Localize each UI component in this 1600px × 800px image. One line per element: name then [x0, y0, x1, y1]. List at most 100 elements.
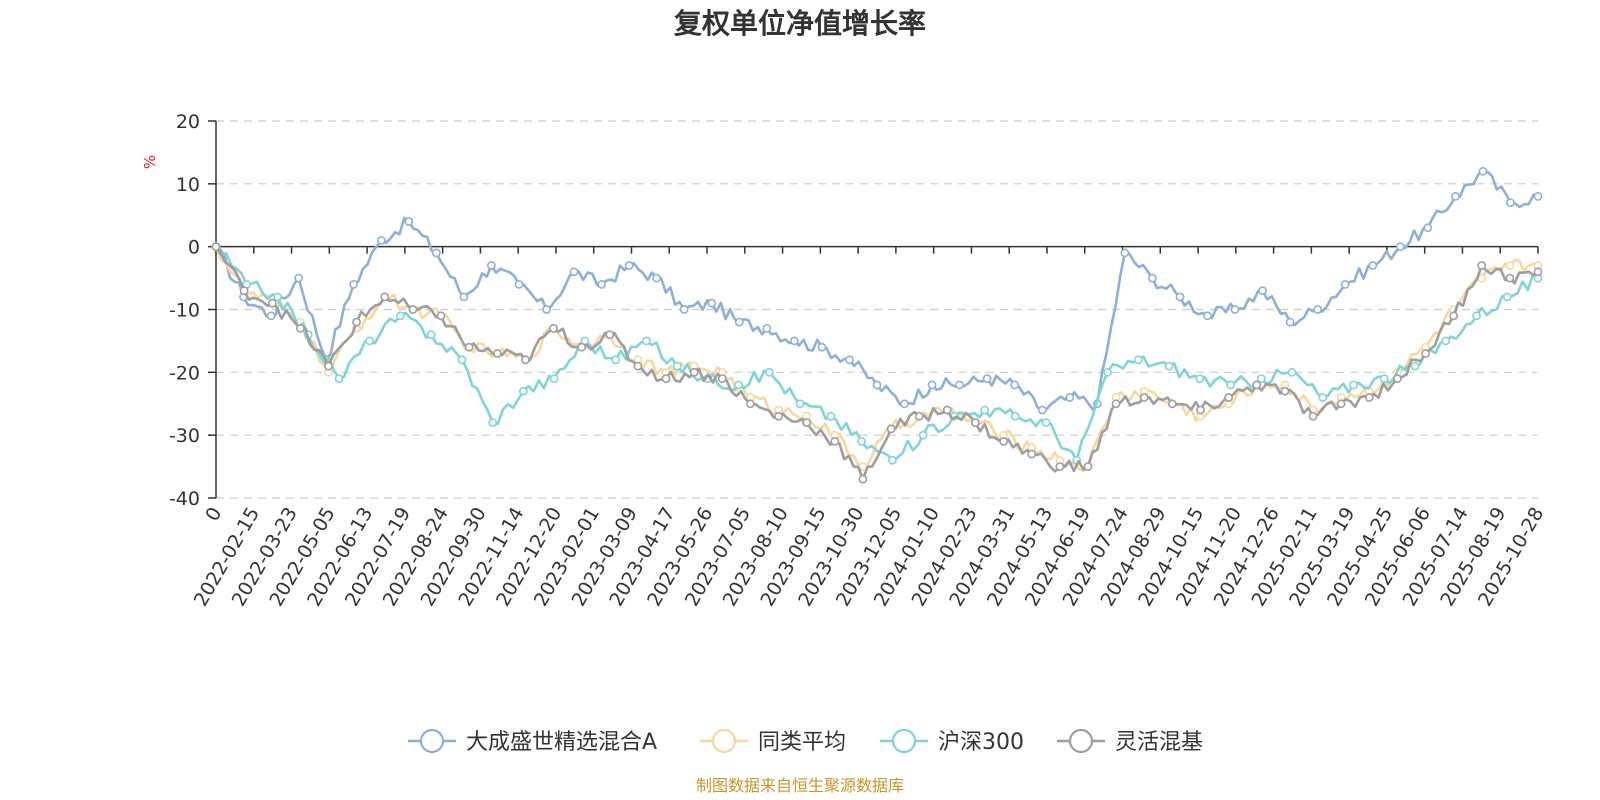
series-point[interactable] [1477, 261, 1487, 270]
series-point[interactable] [1065, 393, 1075, 402]
series-point[interactable] [746, 399, 755, 409]
series-point[interactable] [1164, 361, 1174, 371]
series-point[interactable] [830, 436, 840, 446]
series-point[interactable] [542, 305, 551, 314]
series-point[interactable] [1472, 311, 1481, 321]
series-point[interactable] [611, 355, 621, 365]
series-point[interactable] [661, 374, 671, 383]
series-point[interactable] [790, 336, 799, 346]
series-point[interactable] [1120, 248, 1130, 258]
series-point[interactable] [1313, 305, 1323, 314]
series-point[interactable] [404, 217, 414, 226]
series-line-0[interactable] [215, 170, 1539, 412]
series-point[interactable] [1441, 336, 1451, 346]
series-point[interactable] [597, 279, 606, 289]
series-point[interactable] [1224, 393, 1233, 402]
series-point[interactable] [1133, 355, 1143, 365]
series-point[interactable] [857, 436, 866, 446]
series-point[interactable] [1083, 462, 1093, 471]
series-point[interactable] [431, 248, 441, 258]
series-point[interactable] [1308, 411, 1318, 421]
series-point[interactable] [408, 305, 418, 314]
series-point[interactable] [1505, 273, 1515, 283]
series-point[interactable] [605, 330, 615, 339]
series-point[interactable] [1195, 374, 1205, 383]
series-point[interactable] [426, 330, 436, 339]
series-point[interactable] [334, 374, 344, 383]
series-point[interactable] [717, 374, 727, 383]
series-point[interactable] [1533, 191, 1543, 201]
series-point[interactable] [762, 323, 772, 333]
series-point[interactable] [1506, 198, 1515, 208]
series-point[interactable] [1111, 399, 1121, 409]
series-point[interactable] [1505, 261, 1515, 270]
series-point[interactable] [734, 380, 744, 390]
series-point[interactable] [521, 355, 530, 365]
series-point[interactable] [376, 235, 386, 245]
series-point[interactable] [927, 380, 937, 390]
series-point[interactable] [266, 311, 276, 321]
series-point[interactable] [1196, 405, 1205, 415]
series-point[interactable] [1449, 311, 1458, 321]
series-point[interactable] [1364, 393, 1374, 402]
series-point[interactable] [1336, 399, 1346, 409]
series-point[interactable] [1287, 367, 1297, 377]
series-point[interactable] [1393, 374, 1402, 383]
series-point[interactable] [1478, 166, 1488, 176]
series-point[interactable] [888, 455, 897, 465]
series-point[interactable] [295, 323, 305, 333]
series-point[interactable] [1340, 279, 1350, 289]
legend-item-0[interactable]: 大成盛世精选混合A [408, 728, 657, 755]
series-point[interactable] [1203, 311, 1212, 321]
series-point[interactable] [980, 405, 989, 415]
series-point[interactable] [514, 279, 524, 289]
series-point[interactable] [1395, 242, 1405, 252]
series-point[interactable] [352, 317, 361, 327]
series-point[interactable] [1368, 261, 1378, 270]
series-point[interactable] [1055, 462, 1065, 471]
series-point[interactable] [211, 242, 221, 252]
series-line-3[interactable] [214, 245, 1539, 481]
series-point[interactable] [1349, 380, 1358, 390]
series-point[interactable] [549, 374, 559, 383]
series-point[interactable] [380, 292, 390, 302]
series-point[interactable] [1280, 386, 1290, 396]
series-point[interactable] [633, 361, 643, 371]
series-point[interactable] [918, 430, 928, 440]
legend-item-3[interactable]: 灵活混基 [1057, 728, 1203, 755]
series-point[interactable] [672, 361, 682, 371]
series-line-2[interactable] [214, 246, 1539, 462]
series-point[interactable] [1451, 191, 1460, 201]
series-point[interactable] [1037, 405, 1047, 415]
series-point[interactable] [774, 411, 783, 421]
series-point[interactable] [642, 336, 651, 346]
series-point[interactable] [872, 380, 882, 390]
series-point[interactable] [294, 273, 303, 283]
series-point[interactable] [1423, 223, 1433, 233]
series-point[interactable] [955, 380, 964, 390]
series-point[interactable] [1502, 292, 1512, 302]
series-point[interactable] [1226, 380, 1235, 390]
series-point[interactable] [652, 273, 662, 283]
series-point[interactable] [900, 399, 909, 409]
series-point[interactable] [486, 261, 496, 270]
series-point[interactable] [1148, 273, 1157, 283]
series-point[interactable] [689, 367, 699, 377]
series-point[interactable] [795, 399, 805, 409]
series-point[interactable] [971, 418, 980, 427]
series-point[interactable] [436, 311, 446, 321]
series-point[interactable] [802, 418, 812, 427]
series-point[interactable] [707, 298, 717, 308]
series-point[interactable] [817, 342, 827, 352]
series-point[interactable] [519, 386, 528, 396]
series-point[interactable] [1410, 361, 1420, 371]
series-point[interactable] [886, 424, 896, 434]
series-point[interactable] [396, 311, 405, 321]
series-point[interactable] [349, 279, 359, 289]
series-point[interactable] [1010, 411, 1020, 421]
series-point[interactable] [464, 342, 474, 352]
series-point[interactable] [569, 267, 579, 277]
series-point[interactable] [365, 336, 375, 346]
series-point[interactable] [1230, 305, 1240, 314]
series-point[interactable] [858, 474, 868, 484]
